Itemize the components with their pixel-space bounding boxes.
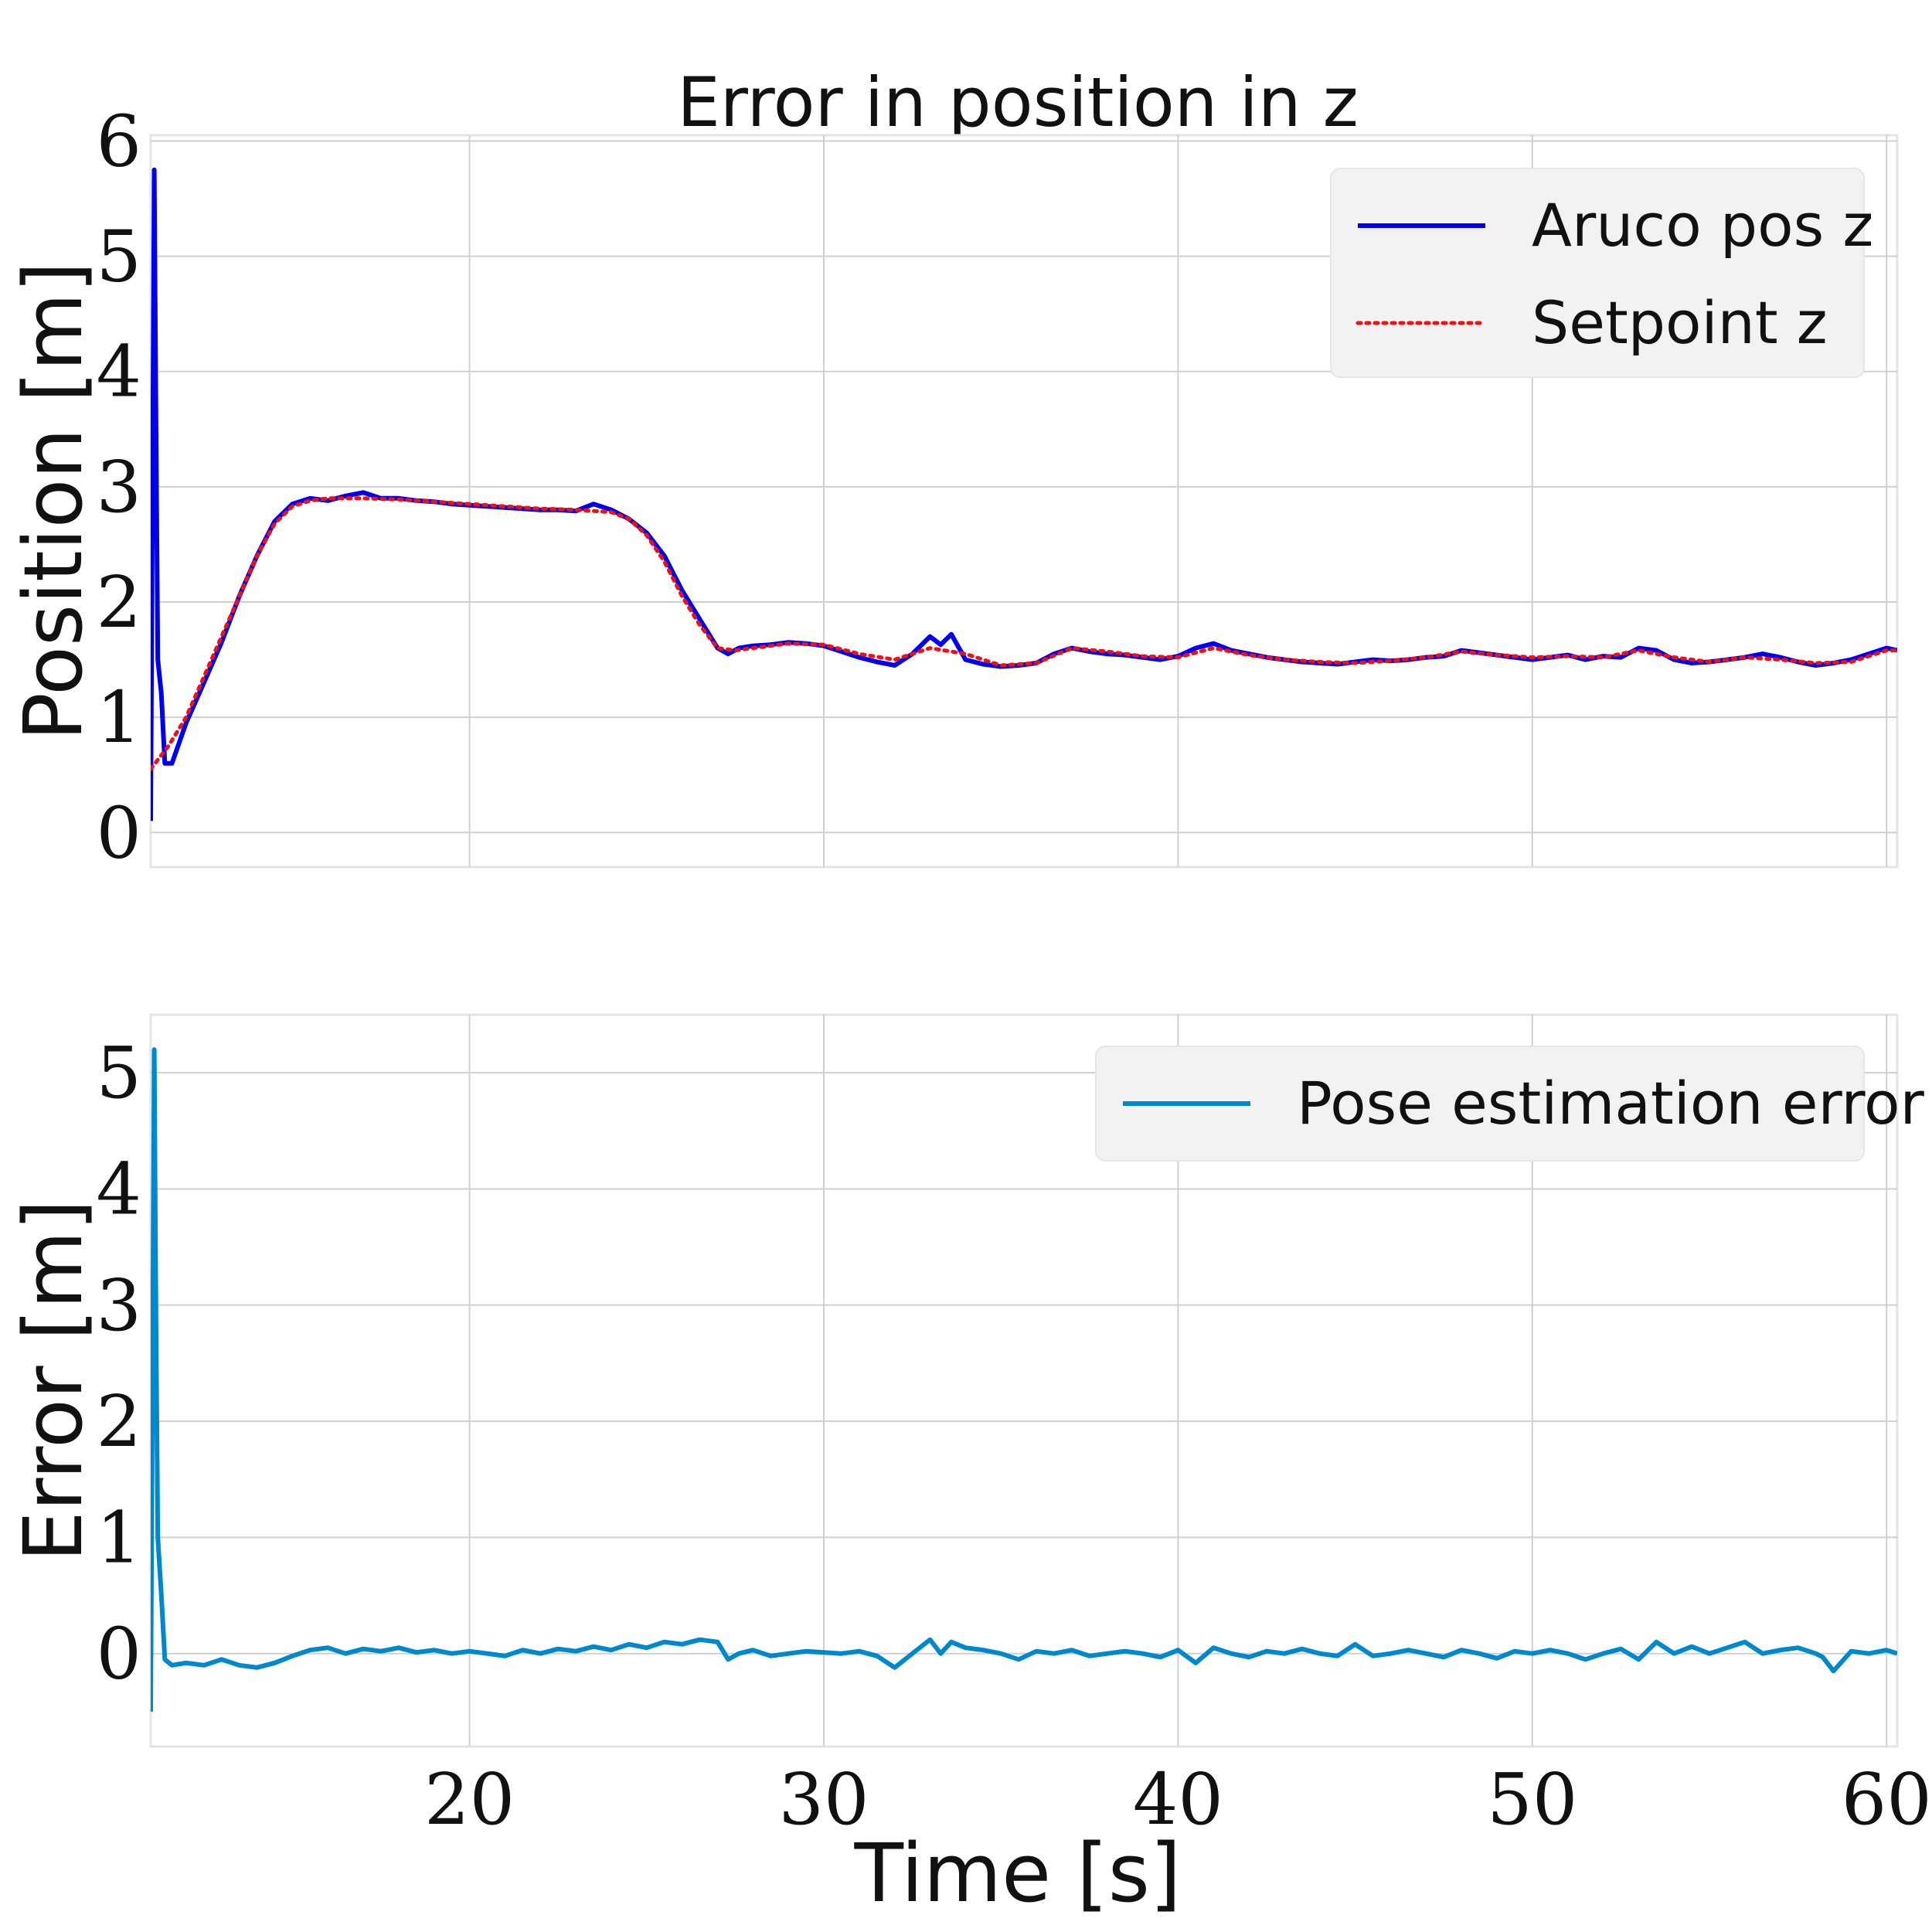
bottom-y-tick-label: 4 bbox=[96, 1148, 141, 1230]
series-line-setpoint-z bbox=[151, 496, 1897, 771]
top-y-tick-label: 1 bbox=[96, 676, 141, 759]
x-tick-label: 50 bbox=[1487, 1758, 1577, 1841]
top-y-tick-label: 5 bbox=[96, 216, 141, 298]
legend-entry-label: Setpoint z bbox=[1532, 288, 1828, 357]
x-tick-label: 40 bbox=[1133, 1758, 1223, 1841]
top-panel-position: 0 1 2 3 4 5 6 Position [m] Aruco pos z Setpoint z bbox=[6, 100, 1899, 874]
legend-box bbox=[1095, 1046, 1865, 1162]
series-line-pose-estimation-error bbox=[151, 1047, 1897, 1712]
figure-title: Error in position in z bbox=[677, 63, 1359, 142]
x-tick-label: 30 bbox=[778, 1758, 869, 1841]
top-y-tick-label: 4 bbox=[96, 331, 141, 413]
top-y-axis-label: Position [m] bbox=[6, 261, 100, 740]
bottom-y-tick-label: 3 bbox=[96, 1264, 141, 1347]
x-tick-label: 20 bbox=[424, 1758, 515, 1841]
top-y-tick-label: 6 bbox=[96, 100, 141, 182]
top-y-tick-label: 3 bbox=[96, 446, 141, 529]
legend-box bbox=[1330, 168, 1865, 378]
bottom-y-tick-label: 2 bbox=[96, 1380, 141, 1463]
bottom-y-tick-label: 1 bbox=[96, 1496, 141, 1579]
bottom-legend: Pose estimation error bbox=[1095, 1046, 1924, 1162]
bottom-y-axis-label: Error [m] bbox=[6, 1199, 100, 1562]
top-legend: Aruco pos z Setpoint z bbox=[1330, 168, 1873, 378]
top-y-tick-label: 0 bbox=[96, 791, 141, 874]
x-axis-label: Time [s] bbox=[854, 1826, 1182, 1920]
bottom-y-tick-label: 5 bbox=[96, 1032, 141, 1114]
bottom-y-tick-label: 0 bbox=[96, 1613, 141, 1696]
legend-entry-label: Aruco pos z bbox=[1532, 191, 1873, 260]
bottom-panel-error: 20 30 40 50 60 0 1 2 3 4 5 Error [m] Pose estimation… bbox=[6, 1013, 1932, 1841]
top-y-tick-label: 2 bbox=[96, 561, 141, 644]
legend-entry-label: Pose estimation error bbox=[1297, 1069, 1924, 1138]
x-tick-label: 60 bbox=[1842, 1758, 1932, 1841]
